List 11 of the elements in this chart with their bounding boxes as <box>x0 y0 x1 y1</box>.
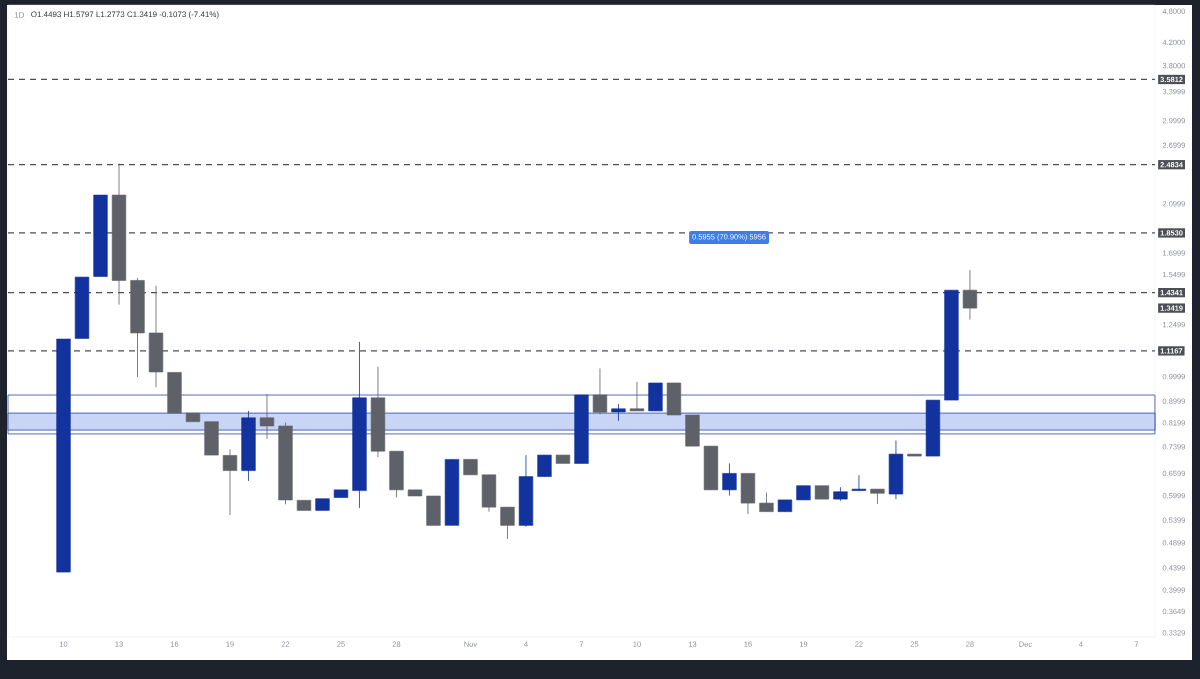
candlestick <box>611 403 626 422</box>
candlestick <box>537 454 552 477</box>
candlestick <box>222 448 238 516</box>
candlestick <box>722 463 737 496</box>
candlestick <box>759 492 774 513</box>
candlestick <box>592 367 608 415</box>
candlestick <box>500 506 515 540</box>
candlestick <box>629 381 645 412</box>
candlestick <box>851 474 867 492</box>
candlestick <box>259 393 275 440</box>
candlestick <box>962 269 978 320</box>
